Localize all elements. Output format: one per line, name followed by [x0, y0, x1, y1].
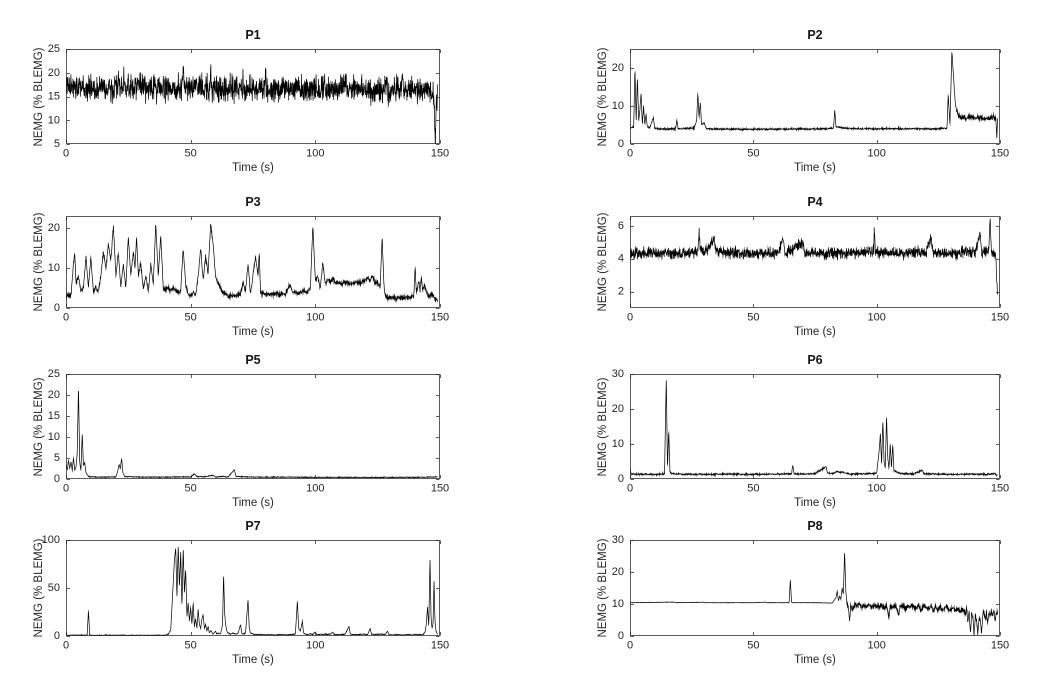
- plot-title-p6: P6: [807, 353, 823, 367]
- x-axis-label-p1: Time (s): [232, 162, 274, 174]
- y-axis-label-p3: NEMG (% BLEMG): [33, 212, 45, 312]
- plot-title-p1: P1: [245, 28, 261, 42]
- y-axis-label-p4: NEMG (% BLEMG): [597, 212, 609, 312]
- x-axis-label-p8: Time (s): [794, 654, 836, 666]
- x-axis-label-p4: Time (s): [794, 326, 836, 338]
- plot-title-p2: P2: [807, 28, 823, 42]
- x-axis-label-p7: Time (s): [232, 654, 274, 666]
- x-axis-label-p2: Time (s): [794, 162, 836, 174]
- y-axis-label-p2: NEMG (% BLEMG): [597, 46, 609, 147]
- y-axis-label-p8: NEMG (% BLEMG): [597, 538, 609, 638]
- y-axis-label-p1: NEMG (% BLEMG): [33, 46, 45, 147]
- plot-title-p8: P8: [807, 519, 823, 533]
- y-axis-label-p5: NEMG (% BLEMG): [33, 376, 45, 477]
- x-axis-label-p3: Time (s): [232, 326, 274, 338]
- plot-title-p7: P7: [245, 519, 261, 533]
- y-axis-label-p7: NEMG (% BLEMG): [33, 538, 45, 638]
- x-axis-label-p6: Time (s): [794, 497, 836, 509]
- plot-title-p5: P5: [245, 353, 261, 367]
- plot-title-p4: P4: [807, 195, 823, 209]
- plot-title-p3: P3: [245, 195, 261, 209]
- x-axis-label-p5: Time (s): [232, 497, 274, 509]
- y-axis-label-p6: NEMG (% BLEMG): [597, 376, 609, 477]
